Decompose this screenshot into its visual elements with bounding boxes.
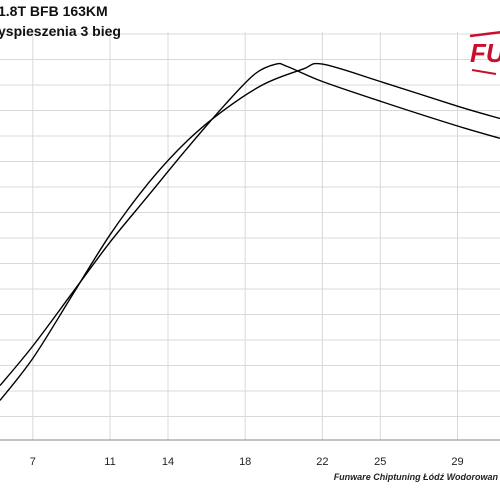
x-tick-label: 7 [30, 456, 36, 468]
x-tick-label: 11 [104, 456, 115, 468]
x-tick-label: 25 [374, 456, 386, 468]
footer-credit: Funware Chiptuning Łódź Wodorowan [333, 472, 498, 482]
x-tick-label: 22 [316, 456, 328, 468]
chart-subtitle: yspieszenia 3 bieg [0, 23, 121, 39]
funware-logo-icon: FU [469, 30, 500, 75]
svg-text:FU: FU [470, 38, 500, 68]
x-tick-label: 14 [162, 456, 174, 468]
series-line-2 [0, 62, 500, 401]
chart-title: 1.8T BFB 163KM [0, 3, 108, 19]
x-tick-label: 18 [239, 456, 251, 468]
series-line-1 [0, 62, 500, 387]
x-tick-label: 29 [451, 456, 463, 468]
